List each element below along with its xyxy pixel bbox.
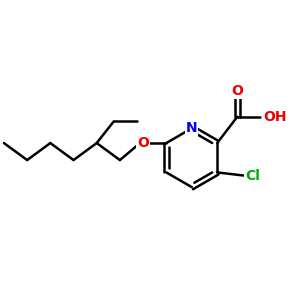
Text: N: N [186, 122, 198, 135]
Text: O: O [231, 84, 243, 98]
Text: O: O [137, 136, 149, 150]
Text: OH: OH [263, 110, 286, 124]
Text: Cl: Cl [245, 169, 260, 182]
